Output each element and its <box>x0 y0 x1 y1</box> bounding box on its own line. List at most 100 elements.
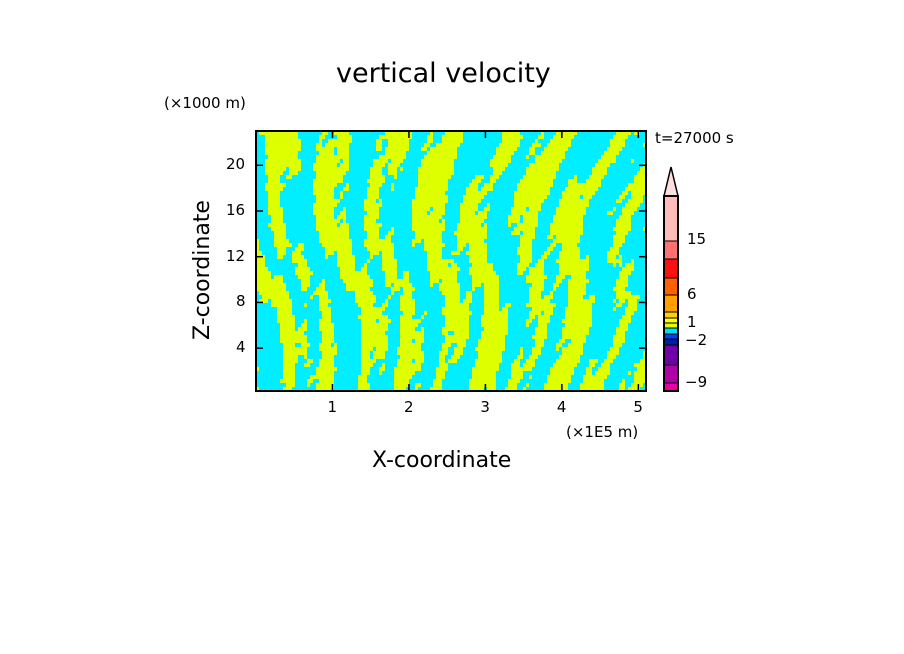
contour-region <box>466 191 487 195</box>
contour-region <box>376 147 382 151</box>
contour-region <box>493 167 505 171</box>
contour-region <box>607 251 619 255</box>
contour-region <box>469 259 487 263</box>
contour-region <box>622 211 634 215</box>
contour-region <box>361 367 370 371</box>
contour-region <box>412 227 445 231</box>
contour-region <box>436 367 448 371</box>
contour-region <box>364 223 382 227</box>
contour-region <box>388 163 400 167</box>
colorbar-segment <box>663 277 679 296</box>
contour-region <box>430 211 445 215</box>
contour-region <box>628 183 646 187</box>
contour-region <box>535 327 547 331</box>
contour-region <box>379 367 385 371</box>
contour-region <box>316 223 337 227</box>
contour-region <box>343 187 349 191</box>
contour-region <box>631 383 643 387</box>
contour-region <box>568 295 583 299</box>
contour-region <box>259 299 268 303</box>
contour-region <box>619 275 628 279</box>
contour-region <box>448 359 457 363</box>
contour-region <box>556 275 565 279</box>
contour-region <box>469 183 478 187</box>
contour-region <box>322 355 334 359</box>
contour-region <box>262 295 289 299</box>
contour-region <box>439 283 460 287</box>
contour-region <box>271 219 283 223</box>
contour-region <box>514 199 544 203</box>
contour-region <box>283 351 307 355</box>
contour-region <box>607 147 622 151</box>
contour-region <box>289 167 301 171</box>
contour-region <box>370 255 373 259</box>
contour-region <box>355 299 376 303</box>
contour-region <box>337 255 355 259</box>
contour-region <box>469 247 487 251</box>
contour-region <box>625 307 637 311</box>
contour-region <box>337 147 349 151</box>
contour-region <box>490 159 511 163</box>
contour-region <box>565 187 598 191</box>
contour-region <box>511 207 526 211</box>
contour-region <box>544 311 553 315</box>
colorbar-segment <box>663 294 679 313</box>
contour-region <box>346 183 349 187</box>
contour-region <box>304 319 307 323</box>
contour-region <box>556 343 562 347</box>
contour-region <box>418 183 448 187</box>
contour-region <box>562 191 595 195</box>
contour-region <box>283 355 298 359</box>
contour-region <box>361 323 388 327</box>
contour-region <box>403 311 415 315</box>
contour-region <box>277 307 292 311</box>
contour-region <box>532 143 541 147</box>
contour-region <box>625 203 640 207</box>
contour-region <box>523 387 526 391</box>
contour-region <box>490 163 508 167</box>
colorbar-segment <box>663 317 679 324</box>
contour-region <box>301 279 310 283</box>
contour-region <box>520 179 553 183</box>
contour-region <box>256 279 283 283</box>
contour-region <box>346 283 373 287</box>
contour-region <box>541 131 544 135</box>
contour-region <box>316 195 334 199</box>
contour-region <box>472 287 475 291</box>
contour-region <box>556 235 580 239</box>
contour-region <box>529 295 541 299</box>
contour-region <box>637 367 646 371</box>
contour-region <box>463 299 472 303</box>
contour-region <box>613 299 616 303</box>
contour-region <box>550 243 556 247</box>
contour-region <box>469 271 496 275</box>
contour-region <box>541 255 547 259</box>
contour-region <box>277 247 286 251</box>
contour-region <box>511 231 520 235</box>
contour-region <box>442 327 469 331</box>
contour-region <box>397 359 412 363</box>
contour-region <box>415 359 424 363</box>
contour-region <box>256 267 268 271</box>
contour-region <box>532 351 541 355</box>
contour-region <box>367 211 379 215</box>
contour-region <box>415 383 421 387</box>
contour-region <box>265 139 301 143</box>
contour-region <box>400 167 403 171</box>
contour-region <box>598 367 610 371</box>
contour-region <box>544 147 568 151</box>
contour-region <box>427 139 433 143</box>
contour-region <box>628 387 640 391</box>
contour-region <box>415 191 445 195</box>
colorbar-segment <box>663 327 679 335</box>
contour-region <box>319 235 349 239</box>
contour-region <box>256 243 259 247</box>
contour-region <box>343 159 349 163</box>
contour-region <box>526 167 559 171</box>
contour-region <box>532 347 541 351</box>
contour-region <box>484 283 499 287</box>
contour-region <box>388 143 409 147</box>
contour-region <box>550 223 583 227</box>
contour-region <box>562 247 580 251</box>
contour-region <box>316 199 340 203</box>
